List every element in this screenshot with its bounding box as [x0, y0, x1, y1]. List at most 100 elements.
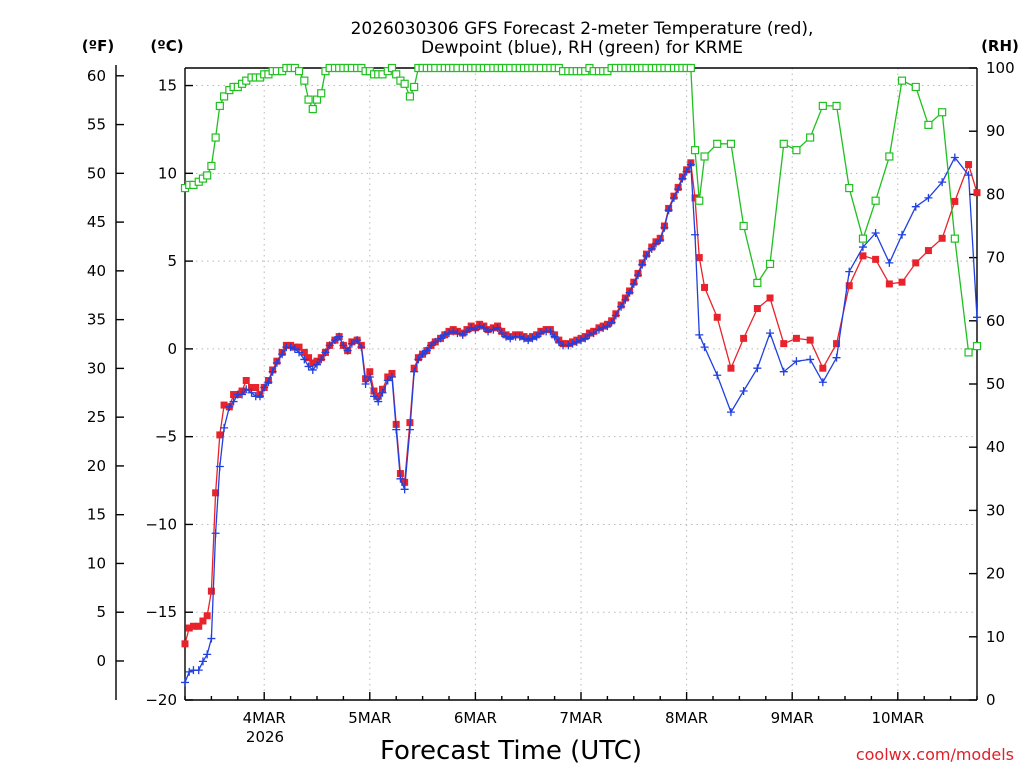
dewpoint-point: [418, 350, 427, 359]
dewpoint-point: [806, 355, 815, 364]
dewpoint-point: [660, 223, 669, 232]
dewpoint-point: [325, 341, 334, 350]
temperature-point: [370, 387, 378, 395]
dewpoint-point: [686, 160, 695, 169]
dewpoint-point: [845, 267, 854, 276]
dewpoint-point: [264, 378, 273, 387]
dewpoint-point: [493, 323, 502, 332]
dewpoint-series: [181, 153, 981, 687]
dewpoint-point: [858, 243, 867, 252]
rh-point: [211, 133, 220, 142]
dewpoint-point: [449, 327, 458, 336]
temperature-point: [212, 489, 220, 497]
celsius-tick-label: 5: [167, 252, 177, 270]
rh-point: [897, 76, 907, 85]
dewpoint-point: [818, 378, 827, 387]
dewpoint-point: [383, 376, 392, 385]
rh-tick-label: 10: [986, 628, 1005, 646]
temperature-point: [374, 392, 382, 400]
fahrenheit-tick-label: 55: [87, 116, 106, 134]
rh-tick-label: 90: [986, 122, 1005, 140]
dewpoint-point: [203, 650, 212, 659]
dewpoint-point: [462, 327, 471, 336]
rh-series: [180, 63, 982, 357]
dewpoint-point: [436, 334, 445, 343]
dewpoint-point: [642, 251, 651, 260]
rh-point: [203, 171, 212, 180]
dewpoint-point: [497, 329, 506, 338]
dewpoint-point: [242, 385, 251, 394]
rh-point: [387, 63, 397, 73]
temperature-point: [220, 401, 228, 409]
rh-tick-label: 100: [986, 59, 1015, 77]
dewpoint-point: [374, 397, 383, 406]
dewpoint-point: [330, 336, 339, 345]
dewpoint-point: [308, 365, 317, 374]
dewpoint-point: [365, 372, 374, 381]
dewpoint-point: [519, 334, 528, 343]
dewpoint-point: [400, 485, 409, 494]
dewpoint-point: [211, 529, 220, 538]
temperature-point: [199, 617, 207, 625]
dewpoint-point: [396, 474, 405, 483]
fahrenheit-tick-label: 30: [87, 359, 106, 377]
rh-point: [713, 139, 722, 148]
temperature-point: [912, 259, 920, 267]
temperature-point: [195, 622, 203, 630]
dewpoint-point: [634, 271, 643, 280]
rh-point: [304, 95, 313, 104]
rh-tick-label: 80: [986, 185, 1005, 203]
dewpoint-point: [638, 260, 647, 269]
dewpoint-point: [471, 325, 480, 334]
dewpoint-point: [713, 371, 722, 380]
dewpoint-point: [484, 327, 493, 336]
rh-point: [806, 133, 815, 142]
dewpoint-line: [184, 156, 978, 683]
rh-tick-label: 40: [986, 438, 1005, 456]
dewpoint-point: [347, 339, 356, 348]
temperature-point: [833, 340, 841, 348]
temperature-point: [207, 587, 215, 595]
temperature-point: [300, 348, 308, 356]
dewpoint-point: [317, 355, 326, 364]
rh-point: [779, 139, 788, 148]
dewpoint-point: [431, 337, 440, 346]
temperature-point: [695, 254, 703, 262]
celsius-tick-label: −20: [145, 691, 177, 709]
dewpoint-point: [414, 355, 423, 364]
dewpoint-point: [589, 329, 598, 338]
rh-point: [739, 221, 748, 231]
dewpoint-point: [225, 402, 234, 411]
fahrenheit-tick-label: 15: [87, 506, 106, 524]
dewpoint-point: [238, 390, 247, 399]
temperature-point: [885, 280, 893, 288]
rh-point: [317, 89, 326, 98]
dewpoint-point: [286, 343, 295, 352]
x-tick-label: 7MAR: [559, 709, 602, 727]
dewpoint-point: [353, 336, 362, 345]
dewpoint-point: [973, 313, 981, 322]
dewpoint-point: [268, 367, 277, 376]
dewpoint-point: [475, 322, 484, 331]
dewpoint-point: [410, 367, 419, 376]
dewpoint-point: [577, 336, 585, 345]
fahrenheit-unit-label: (ºF): [82, 37, 114, 55]
temperature-line: [184, 160, 978, 644]
temperature-point: [181, 640, 189, 648]
dewpoint-point: [335, 332, 344, 341]
fahrenheit-tick-label: 45: [87, 213, 106, 231]
rh-point: [938, 108, 947, 117]
dewpoint-point: [458, 330, 467, 339]
dewpoint-point: [536, 329, 545, 338]
dewpoint-point: [568, 339, 577, 348]
fahrenheit-tick-label: 0: [96, 652, 106, 670]
dewpoint-point: [453, 329, 462, 338]
temperature-point: [727, 364, 735, 372]
fahrenheit-tick-label: 20: [87, 457, 106, 475]
dewpoint-point: [832, 353, 841, 362]
rh-tick-label: 60: [986, 312, 1005, 330]
temperature-point: [766, 294, 774, 302]
rh-point: [410, 82, 419, 92]
dewpoint-point: [700, 343, 709, 352]
temperature-point: [295, 343, 303, 351]
